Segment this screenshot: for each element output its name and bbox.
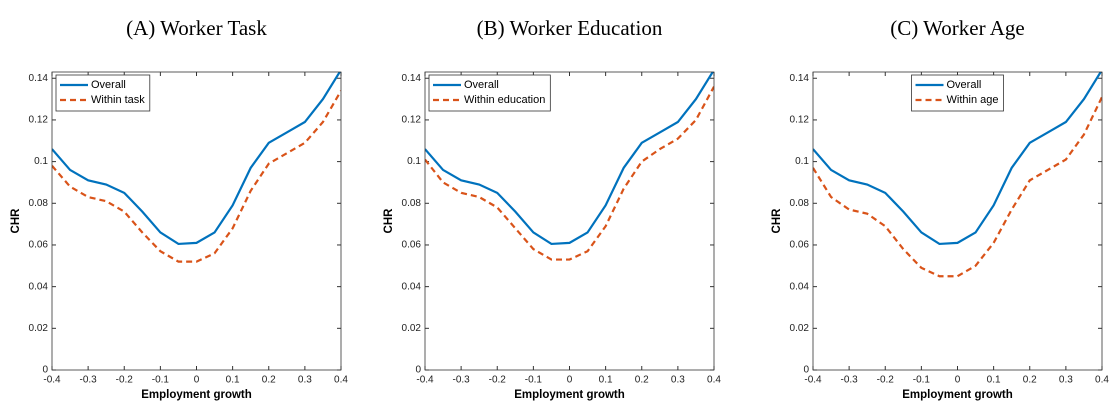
- axes-box: [51, 71, 342, 371]
- y-tick-label: 0.1: [407, 156, 421, 167]
- x-tick-label: 0.2: [1023, 375, 1037, 386]
- panel: (C) Worker Age 0 0.02 0.04 0.06 0.08 0.1 0.12 0.…: [771, 16, 1109, 401]
- legend-box: [55, 74, 151, 112]
- y-tick-label: 0.14: [402, 73, 422, 84]
- x-tick-label: -0.2: [877, 375, 895, 386]
- x-tick-label: 0.2: [635, 375, 649, 386]
- legend: Overall Within education: [428, 74, 551, 112]
- axes-box: [424, 71, 715, 371]
- x-tick-label: -0.1: [913, 375, 931, 386]
- x-tick-label: -0.1: [525, 375, 543, 386]
- series-line: [813, 96, 1102, 278]
- series-line: [425, 86, 714, 261]
- x-tick-label: 0.3: [1059, 375, 1073, 386]
- x-tick-label: -0.1: [152, 375, 170, 386]
- panel-title: (B) Worker Education: [477, 16, 663, 40]
- y-tick-label: 0.08: [790, 198, 810, 209]
- x-tick-label: 0.4: [1095, 375, 1109, 386]
- plot-area: [52, 72, 341, 370]
- x-axis-label: Employment growth: [902, 389, 1013, 401]
- x-tick-label: 0.1: [599, 375, 613, 386]
- y-tick-label: 0.08: [29, 198, 49, 209]
- x-tick-label: -0.4: [804, 375, 822, 386]
- plot-area: [813, 72, 1102, 370]
- series-group: [425, 72, 714, 261]
- y-tick-label: 0.12: [29, 115, 49, 126]
- y-tick-label: 0.06: [790, 240, 810, 251]
- x-tick-label: 0.1: [226, 375, 240, 386]
- legend-label: Within task: [91, 94, 145, 106]
- y-tick-label: 0: [42, 365, 48, 376]
- x-tick-label: 0.4: [707, 375, 721, 386]
- series-line: [52, 72, 341, 246]
- axes-box: [812, 71, 1103, 371]
- legend: Overall Within age: [911, 74, 1004, 112]
- x-tick-label: 0.3: [671, 375, 685, 386]
- panel: (B) Worker Education 0 0.02 0.04 0.06 0.08 0.1…: [383, 16, 721, 401]
- x-tick-label: 0.1: [987, 375, 1001, 386]
- x-tick-label: -0.4: [416, 375, 434, 386]
- x-tick-label: 0: [567, 375, 573, 386]
- y-axis-label: CHR: [10, 208, 22, 234]
- legend-box: [428, 74, 551, 112]
- y-axis-label: CHR: [383, 208, 395, 234]
- y-tick-label: 0.02: [790, 323, 810, 334]
- y-tick-label: 0.04: [29, 281, 49, 292]
- y-tick-label: 0.06: [402, 240, 422, 251]
- y-tick-label: 0: [803, 365, 809, 376]
- legend-label: Overall: [947, 79, 982, 91]
- y-tick-label: 0.04: [790, 281, 810, 292]
- y-tick-label: 0.12: [790, 115, 810, 126]
- x-tick-label: 0.2: [262, 375, 276, 386]
- y-tick-label: 0.02: [29, 323, 49, 334]
- y-tick-label: 0.14: [790, 73, 810, 84]
- series-line: [813, 72, 1102, 246]
- y-tick-label: 0.08: [402, 198, 422, 209]
- y-tick-label: 0.14: [29, 73, 49, 84]
- panel-title: (A) Worker Task: [126, 16, 267, 40]
- series-group: [52, 72, 341, 263]
- y-tick-label: 0.1: [795, 156, 809, 167]
- x-tick-label: 0: [194, 375, 200, 386]
- series-line: [52, 90, 341, 263]
- y-tick-label: 0.04: [402, 281, 422, 292]
- x-tick-label: 0.4: [334, 375, 348, 386]
- y-tick-label: 0.02: [402, 323, 422, 334]
- legend: Overall Within task: [55, 74, 151, 112]
- x-axis-label: Employment growth: [141, 389, 252, 401]
- plot-area: [425, 72, 714, 370]
- legend-label: Within education: [464, 94, 545, 106]
- y-tick-label: 0.06: [29, 240, 49, 251]
- x-tick-label: -0.3: [841, 375, 859, 386]
- x-tick-label: 0: [955, 375, 961, 386]
- x-tick-label: -0.3: [453, 375, 471, 386]
- legend-box: [911, 74, 1004, 112]
- legend-label: Overall: [91, 79, 126, 91]
- panel: (A) Worker Task 0 0.02 0.04 0.06 0.08 0.1 0.12 0…: [10, 16, 348, 401]
- y-tick-label: 0.1: [34, 156, 48, 167]
- series-line: [425, 72, 714, 246]
- x-tick-label: -0.3: [80, 375, 98, 386]
- x-tick-label: -0.2: [489, 375, 507, 386]
- x-tick-label: -0.4: [43, 375, 61, 386]
- y-tick-label: 0: [415, 365, 421, 376]
- x-tick-label: 0.3: [298, 375, 312, 386]
- panel-title: (C) Worker Age: [890, 16, 1024, 40]
- legend-label: Overall: [464, 79, 499, 91]
- legend-label: Within age: [947, 94, 999, 106]
- x-axis-label: Employment growth: [514, 389, 625, 401]
- y-tick-label: 0.12: [402, 115, 422, 126]
- y-axis-label: CHR: [771, 208, 783, 234]
- x-tick-label: -0.2: [116, 375, 134, 386]
- series-group: [813, 72, 1102, 278]
